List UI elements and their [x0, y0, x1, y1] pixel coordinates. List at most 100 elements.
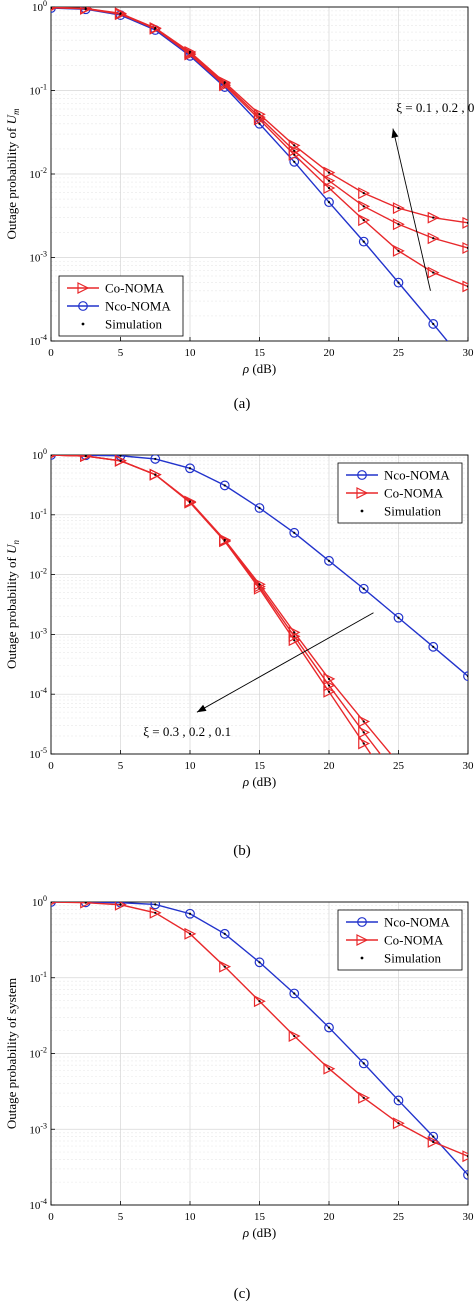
x-tick-label: 5 — [118, 760, 124, 772]
simulation-point — [258, 122, 261, 125]
data-point — [253, 995, 266, 1008]
y-axis-label: Outage probability of Um — [4, 108, 21, 240]
legend-marker-triangle — [356, 487, 369, 499]
data-point — [463, 671, 468, 682]
x-tick-label: 0 — [48, 760, 54, 772]
data-point — [219, 533, 232, 546]
x-tick-label: 10 — [185, 347, 197, 359]
x-tick-label: 30 — [463, 760, 474, 772]
x-tick-label: 5 — [118, 1211, 124, 1223]
simulation-point — [432, 322, 435, 326]
simulation-point — [397, 616, 400, 619]
simulation-point — [327, 1026, 331, 1029]
simulation-point — [327, 559, 331, 562]
simulation-point — [119, 903, 122, 906]
simulation-point — [223, 81, 226, 84]
simulation-point — [154, 473, 157, 476]
simulation-point — [258, 583, 261, 586]
chart-panel-c: 0 5 10 15 20 25 30 10-4 10-3 10-2 10-1 100 ρ (dB) Out… — [4, 894, 474, 1302]
simulation-point — [154, 903, 157, 906]
simulation-point — [327, 179, 331, 182]
simulation-point — [293, 631, 296, 634]
simulation-point — [84, 902, 87, 904]
data-point — [184, 927, 197, 940]
x-tick-label: 15 — [254, 1211, 266, 1223]
data-point — [185, 463, 195, 474]
data-point — [463, 1169, 468, 1180]
legend-label: Co-NOMA — [384, 933, 444, 948]
data-point — [80, 455, 93, 463]
simulation-point — [51, 7, 53, 9]
simulation-point — [223, 484, 226, 487]
simulation-point — [327, 684, 331, 687]
simulation-point — [362, 1096, 365, 1099]
panel-caption: (b) — [233, 843, 251, 859]
legend-marker-triangle — [356, 934, 369, 946]
simulation-point — [293, 160, 296, 163]
data-point — [462, 1150, 468, 1163]
series-group — [51, 7, 468, 341]
data-point — [185, 908, 195, 919]
data-point — [427, 1135, 440, 1148]
simulation-point — [362, 205, 365, 208]
simulation-point — [327, 677, 331, 681]
simulation-point — [397, 207, 400, 210]
legend-marker-circle — [357, 917, 367, 927]
y-tick-label: 100 — [32, 447, 47, 462]
simulation-point — [432, 1140, 435, 1144]
data-point — [323, 166, 336, 179]
legend-marker-dot — [81, 322, 85, 326]
simulation-point — [258, 961, 261, 964]
series-group — [51, 455, 468, 754]
data-point — [358, 737, 371, 750]
data-point — [253, 578, 266, 591]
data-point — [392, 244, 405, 257]
simulation-point — [432, 271, 435, 274]
data-point — [219, 960, 232, 973]
data-point — [392, 1117, 405, 1130]
simulation-point — [362, 587, 365, 590]
annotation-arrow-line — [392, 128, 431, 291]
data-point — [80, 902, 93, 909]
simulation-point — [362, 240, 365, 243]
y-tick-label: 10-2 — [29, 1046, 47, 1061]
y-tick-label: 10-1 — [29, 507, 47, 522]
legend-label: Simulation — [384, 951, 442, 966]
x-axis-label: ρ (dB) — [242, 361, 276, 376]
x-tick-label: 25 — [393, 1211, 405, 1223]
annotation-arrow-head — [196, 704, 207, 713]
annotation-arrow-head — [391, 128, 399, 139]
y-tick-label: 10-4 — [29, 686, 47, 701]
simulation-point — [84, 7, 87, 10]
data-point — [149, 468, 162, 481]
data-point — [393, 277, 404, 288]
simulation-point — [397, 281, 400, 284]
data-point — [219, 76, 232, 89]
legend-label: Simulation — [105, 317, 163, 332]
simulation-point — [466, 1155, 468, 1158]
y-tick-label: 10-3 — [29, 1121, 47, 1136]
y-tick-label: 10-4 — [29, 1197, 47, 1212]
simulation-point — [432, 645, 435, 648]
simulation-point — [188, 912, 192, 915]
legend-marker-triangle — [77, 282, 90, 294]
x-tick-label: 25 — [393, 760, 405, 772]
data-point — [184, 495, 197, 508]
data-point — [289, 988, 300, 999]
data-point — [358, 583, 369, 594]
x-tick-label: 0 — [48, 347, 54, 359]
data-point — [219, 928, 230, 939]
data-point — [392, 202, 405, 215]
simulation-point — [362, 192, 365, 195]
y-tick-label: 10-5 — [29, 746, 47, 761]
legend-marker-circle — [357, 470, 367, 480]
y-axis-label: Outage probability of system — [4, 978, 19, 1129]
data-point — [427, 232, 440, 245]
data-point — [358, 200, 371, 213]
x-tick-label: 15 — [254, 760, 266, 772]
simulation-point — [119, 12, 122, 15]
simulation-point — [293, 153, 296, 156]
y-tick-label: 100 — [32, 0, 47, 14]
data-point — [358, 1091, 371, 1104]
